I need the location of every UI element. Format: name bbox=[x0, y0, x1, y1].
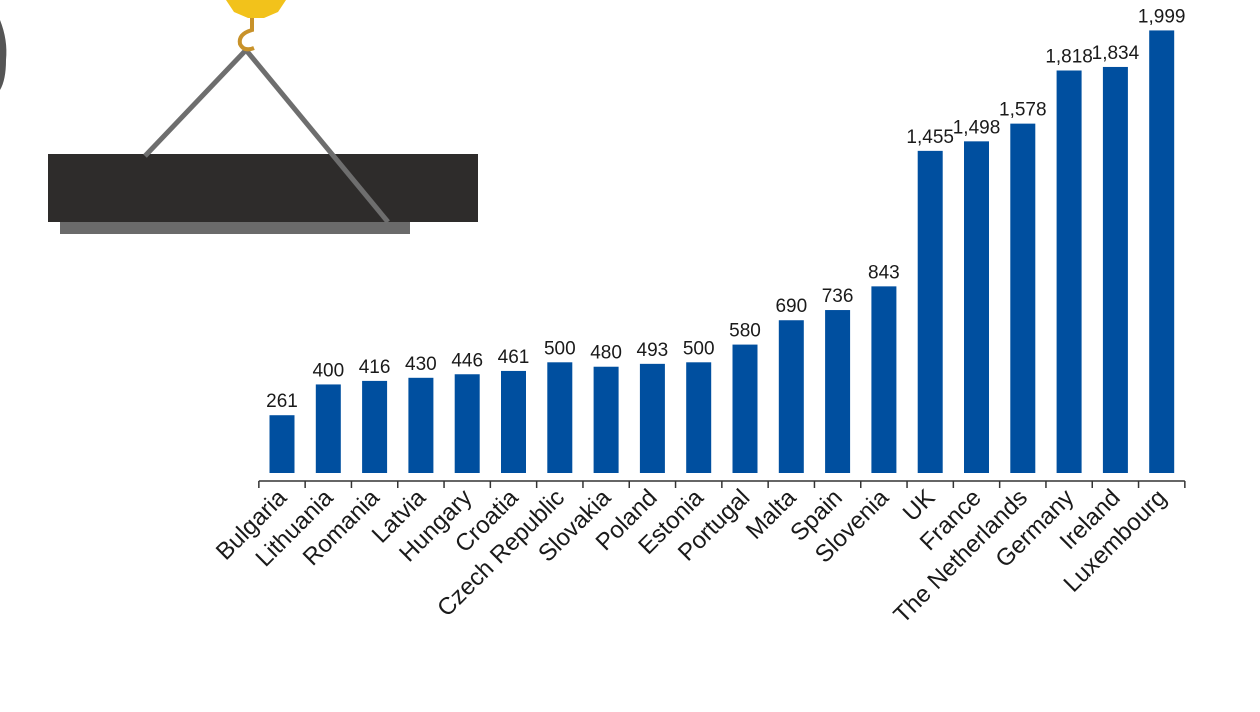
data-label: 416 bbox=[359, 357, 391, 378]
left-cable bbox=[143, 48, 248, 158]
bar-the-netherlands bbox=[1010, 123, 1036, 473]
hook-block bbox=[226, 0, 286, 18]
bars bbox=[269, 30, 1175, 474]
bar-croatia bbox=[501, 370, 526, 473]
bar-ireland bbox=[1102, 66, 1128, 474]
bar-slovenia bbox=[871, 286, 897, 473]
bar-poland bbox=[639, 363, 665, 473]
category-labels: BulgariaLithuaniaRomaniaLatviaHungaryCro… bbox=[211, 484, 1172, 629]
crane-hook-lifting-beam-icon bbox=[0, 0, 478, 234]
data-label: 430 bbox=[405, 354, 437, 375]
steel-beam bbox=[48, 154, 478, 222]
bar-malta bbox=[778, 320, 804, 473]
bar-hungary bbox=[454, 374, 480, 473]
bar-luxembourg bbox=[1149, 30, 1175, 474]
bar-lithuania bbox=[315, 384, 341, 473]
data-label: 690 bbox=[775, 296, 807, 317]
data-label: 480 bbox=[590, 343, 622, 364]
data-labels: 261 400 416 430 446 461 500 480 493 500 580 690 736 8… bbox=[266, 6, 1185, 412]
data-label: 1,999 bbox=[1138, 6, 1186, 27]
bar-uk bbox=[917, 150, 943, 473]
data-label: 580 bbox=[729, 321, 761, 342]
data-label: 1,818 bbox=[1045, 46, 1093, 67]
crane-hook bbox=[237, 18, 255, 52]
bar-france bbox=[964, 141, 989, 473]
bar-germany bbox=[1056, 70, 1082, 473]
x-axis bbox=[258, 480, 1186, 488]
data-label: 1,578 bbox=[999, 100, 1047, 121]
data-label: 261 bbox=[266, 391, 298, 412]
data-label: 1,498 bbox=[953, 117, 1001, 138]
data-label: 1,834 bbox=[1092, 43, 1140, 64]
bar-portugal bbox=[732, 344, 758, 473]
data-label: 736 bbox=[822, 286, 854, 307]
data-label: 493 bbox=[637, 340, 669, 361]
data-label: 500 bbox=[683, 338, 715, 359]
bar-czech-republic bbox=[547, 362, 573, 473]
data-label: 500 bbox=[544, 338, 576, 359]
bar-spain bbox=[825, 310, 851, 473]
bar-estonia bbox=[686, 362, 712, 473]
data-label: 461 bbox=[498, 347, 530, 368]
bar-romania bbox=[362, 380, 388, 473]
data-label: 400 bbox=[312, 360, 344, 381]
bar-slovakia bbox=[593, 366, 619, 473]
right-cable bbox=[244, 48, 390, 224]
data-label: 446 bbox=[451, 350, 483, 371]
partial-shape bbox=[0, 20, 7, 90]
data-label: 1,455 bbox=[906, 127, 954, 148]
data-label: 843 bbox=[868, 262, 900, 283]
bar-latvia bbox=[408, 377, 434, 473]
bar-bulgaria bbox=[269, 415, 295, 473]
